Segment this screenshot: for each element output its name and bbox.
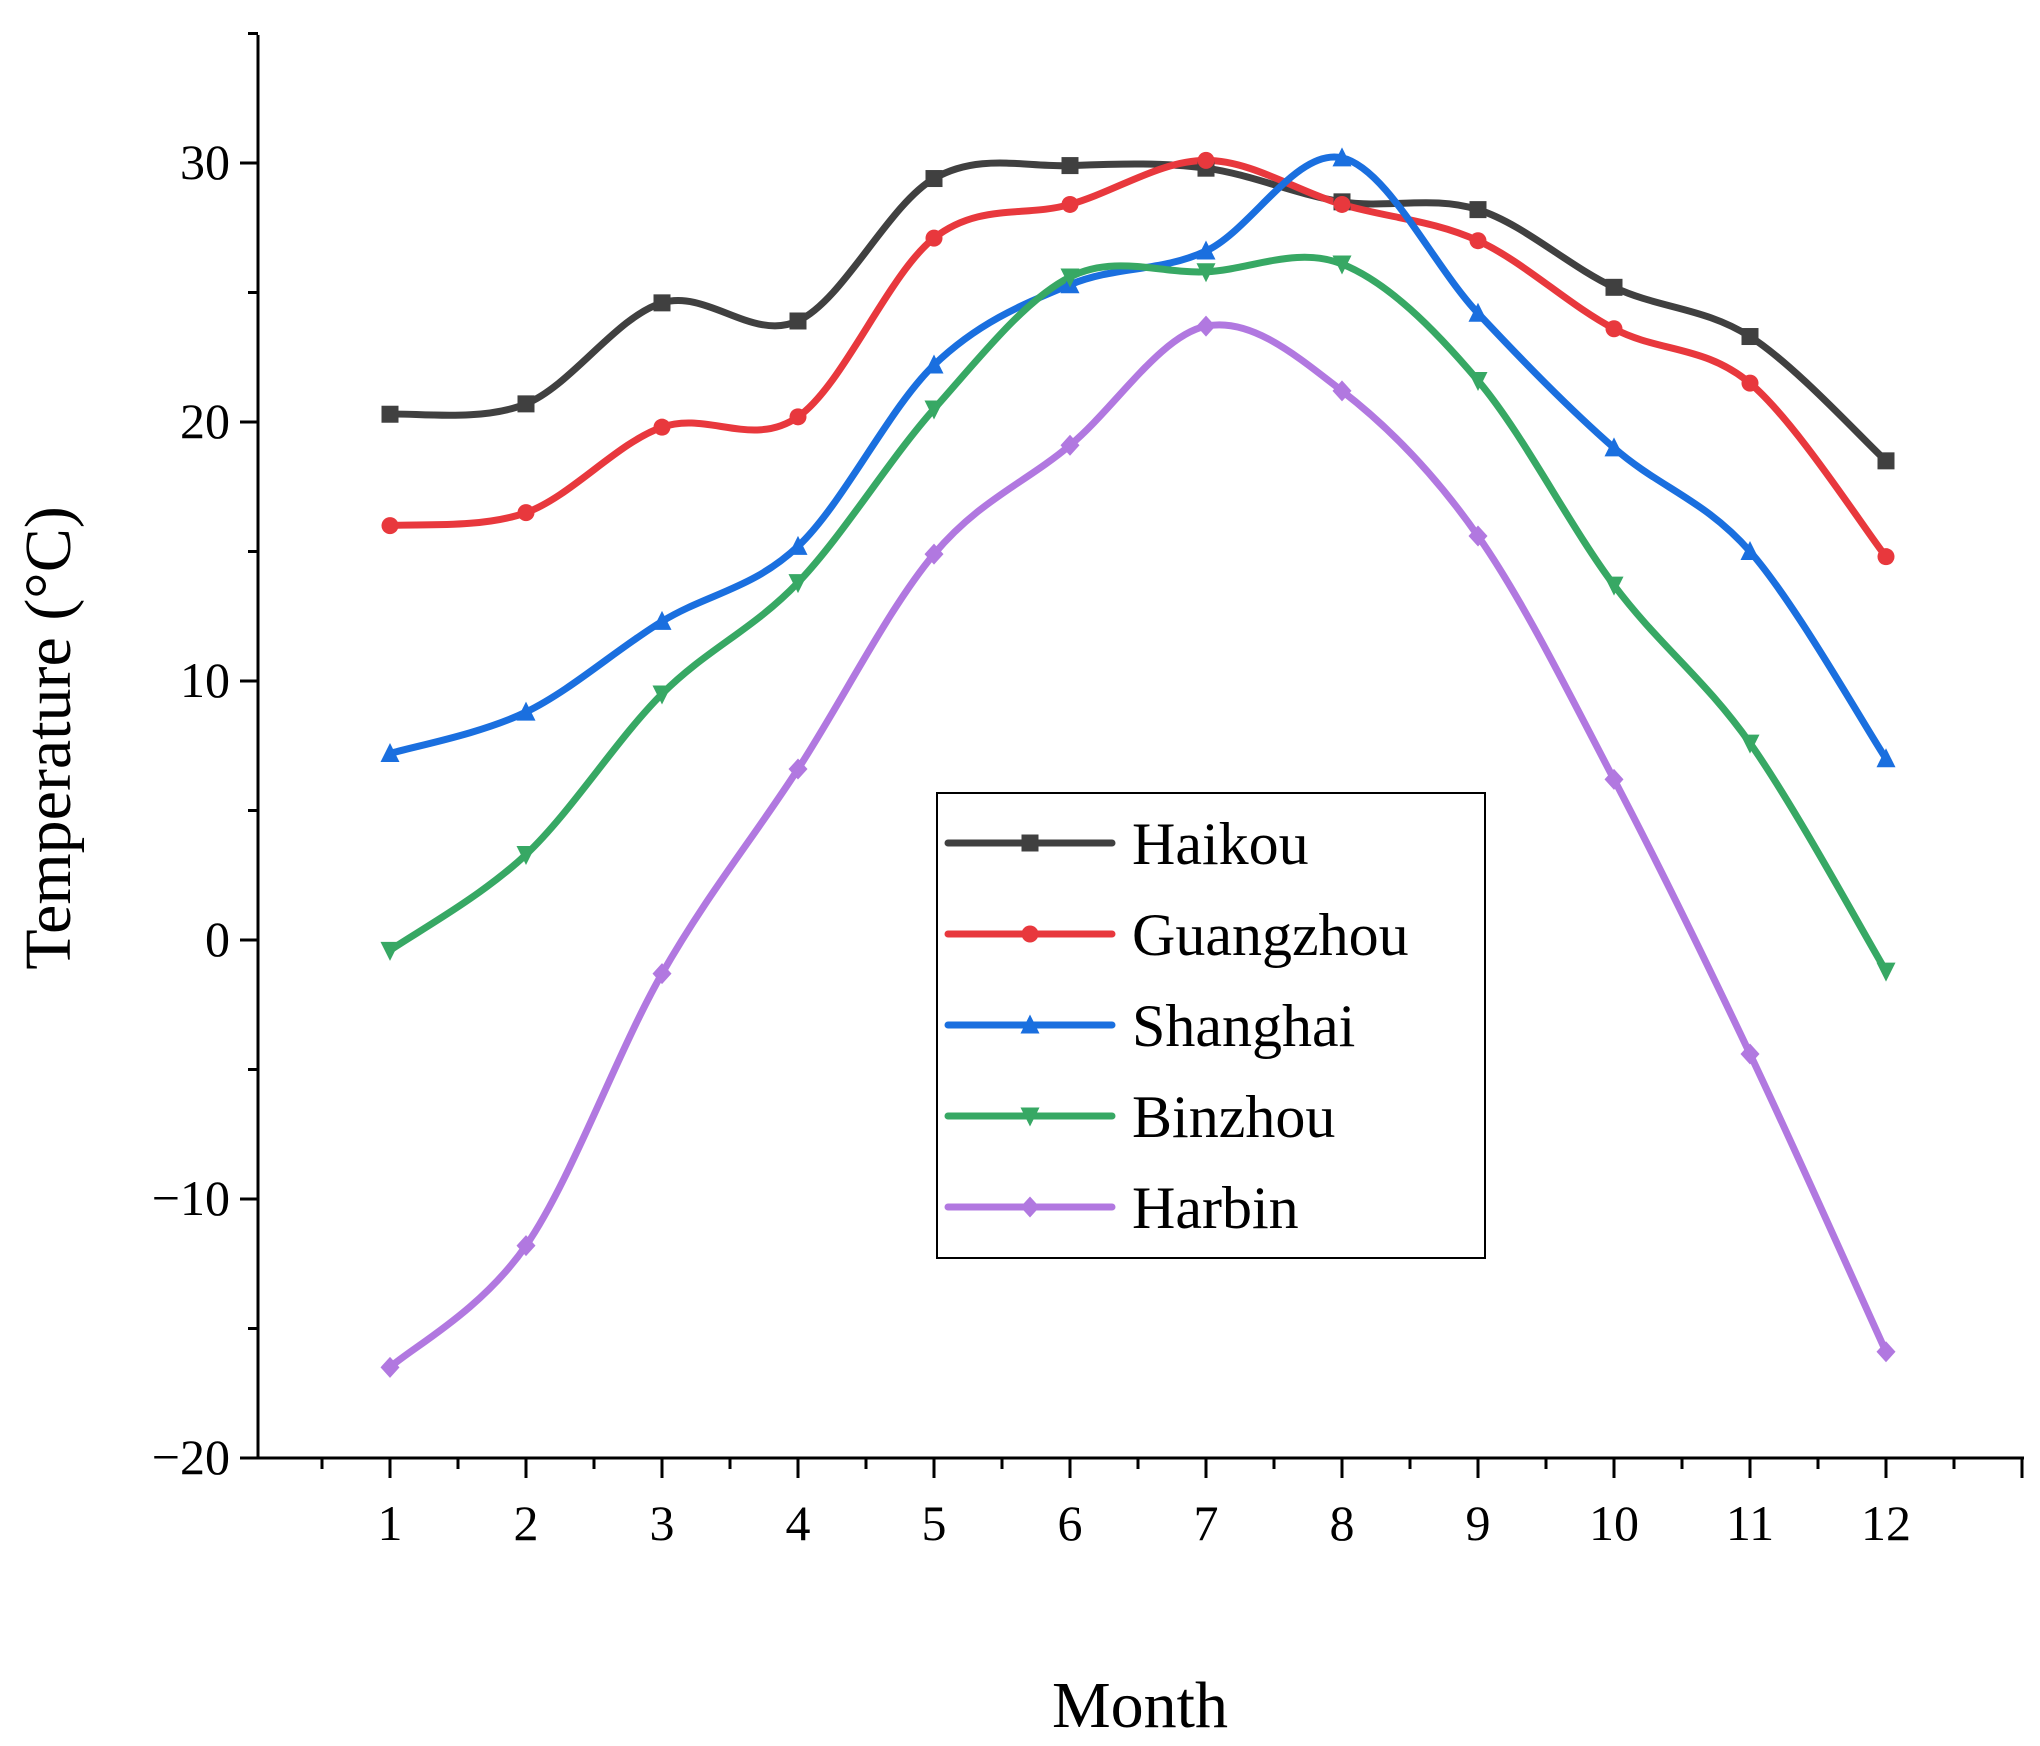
data-point-binzhou [1740, 734, 1760, 754]
legend-marker-shanghai [1020, 1014, 1040, 1034]
data-point-shanghai [788, 535, 808, 555]
data-point-harbin [1196, 315, 1216, 337]
data-point-guangzhou [381, 517, 399, 535]
data-point-guangzhou [517, 504, 535, 522]
x-tick-label: 1 [378, 1495, 403, 1551]
data-point-shanghai [380, 743, 400, 763]
data-point-guangzhou [1741, 374, 1759, 392]
data-point-harbin [1740, 1043, 1760, 1065]
legend-marker-harbin [1020, 1196, 1040, 1218]
data-point-guangzhou [1197, 151, 1215, 169]
data-point-haikou [381, 405, 399, 423]
legend-label-guangzhou: Guangzhou [1132, 902, 1409, 968]
data-point-binzhou [1604, 576, 1624, 596]
data-point-guangzhou [1061, 195, 1079, 213]
data-point-shanghai [1468, 302, 1488, 322]
x-tick-label: 9 [1466, 1495, 1491, 1551]
data-point-haikou [789, 312, 807, 330]
x-tick-label: 5 [922, 1495, 947, 1551]
series-line-binzhou [386, 253, 1890, 975]
series-line-haikou [386, 159, 1890, 465]
data-point-harbin [516, 1235, 536, 1257]
data-point-harbin [1060, 434, 1080, 456]
y-tick-label: 0 [205, 911, 230, 967]
legend-label-harbin: Harbin [1132, 1175, 1299, 1241]
legend-marker-binzhou [1020, 1107, 1040, 1127]
x-tick-label: 11 [1726, 1495, 1774, 1551]
data-point-haikou [1061, 157, 1079, 175]
data-point-harbin [924, 543, 944, 565]
y-tick-label: −10 [152, 1170, 230, 1226]
data-point-shanghai [652, 610, 672, 630]
data-point-binzhou [380, 941, 400, 961]
data-point-harbin [1876, 1341, 1896, 1363]
data-point-binzhou [924, 400, 944, 420]
legend-label-binzhou: Binzhou [1132, 1084, 1335, 1150]
series-line-guangzhou [386, 156, 1890, 561]
data-point-haikou [1469, 201, 1487, 219]
data-point-haikou [1877, 452, 1895, 470]
data-point-shanghai [924, 354, 944, 374]
data-point-binzhou [788, 574, 808, 594]
legend-label-haikou: Haikou [1132, 811, 1309, 877]
data-point-shanghai [1604, 437, 1624, 457]
data-point-guangzhou [1877, 548, 1895, 566]
legend: Haikou Guangzhou Shanghai Binzhou Harbin [936, 792, 1486, 1259]
x-axis-title: Month [1052, 1669, 1228, 1742]
data-point-binzhou [1060, 268, 1080, 288]
data-point-haikou [1605, 278, 1623, 296]
data-point-guangzhou [1605, 320, 1623, 338]
x-tick-label: 7 [1194, 1495, 1219, 1551]
data-point-shanghai [516, 701, 536, 721]
data-point-guangzhou [1333, 195, 1351, 213]
data-point-shanghai [1740, 541, 1760, 560]
data-point-harbin [380, 1356, 400, 1378]
x-tick-label: 4 [786, 1495, 811, 1551]
data-point-binzhou [652, 685, 672, 705]
x-tick-label: 8 [1330, 1495, 1355, 1551]
data-point-shanghai [1196, 240, 1216, 260]
y-tick-label: 30 [180, 134, 230, 190]
y-tick-label: 10 [180, 652, 230, 708]
data-point-guangzhou [653, 418, 671, 436]
data-point-shanghai [1332, 147, 1352, 167]
data-point-haikou [925, 170, 943, 188]
legend-marker-haikou [1021, 834, 1039, 852]
data-point-binzhou [516, 846, 536, 866]
series-markers [380, 147, 1896, 1378]
data-point-haikou [653, 294, 671, 312]
x-tick-label: 10 [1589, 1495, 1639, 1551]
data-point-binzhou [1468, 372, 1488, 392]
y-tick-label: 20 [180, 393, 230, 449]
data-point-shanghai [1876, 748, 1896, 768]
data-point-binzhou [1332, 255, 1352, 275]
x-tick-label: 12 [1861, 1495, 1911, 1551]
data-point-haikou [1741, 328, 1759, 346]
data-point-guangzhou [925, 229, 943, 247]
legend-label-shanghai: Shanghai [1132, 993, 1355, 1059]
series-line-harbin [386, 321, 1890, 1371]
y-axis-title: Temperature (°C) [12, 506, 85, 969]
data-point-harbin [1604, 768, 1624, 790]
data-point-harbin [1468, 525, 1488, 547]
legend-marker-guangzhou [1021, 925, 1039, 943]
x-tick-label: 2 [514, 1495, 539, 1551]
data-point-harbin [1332, 380, 1352, 402]
data-point-guangzhou [1469, 232, 1487, 250]
data-point-guangzhou [789, 408, 807, 426]
x-tick-label: 3 [650, 1495, 675, 1551]
data-point-harbin [788, 758, 808, 780]
data-point-haikou [517, 395, 535, 413]
data-point-binzhou [1876, 962, 1896, 982]
x-tick-label: 6 [1058, 1495, 1083, 1551]
data-point-binzhou [1196, 263, 1216, 283]
y-tick-label: −20 [152, 1429, 230, 1485]
data-point-harbin [652, 963, 672, 985]
